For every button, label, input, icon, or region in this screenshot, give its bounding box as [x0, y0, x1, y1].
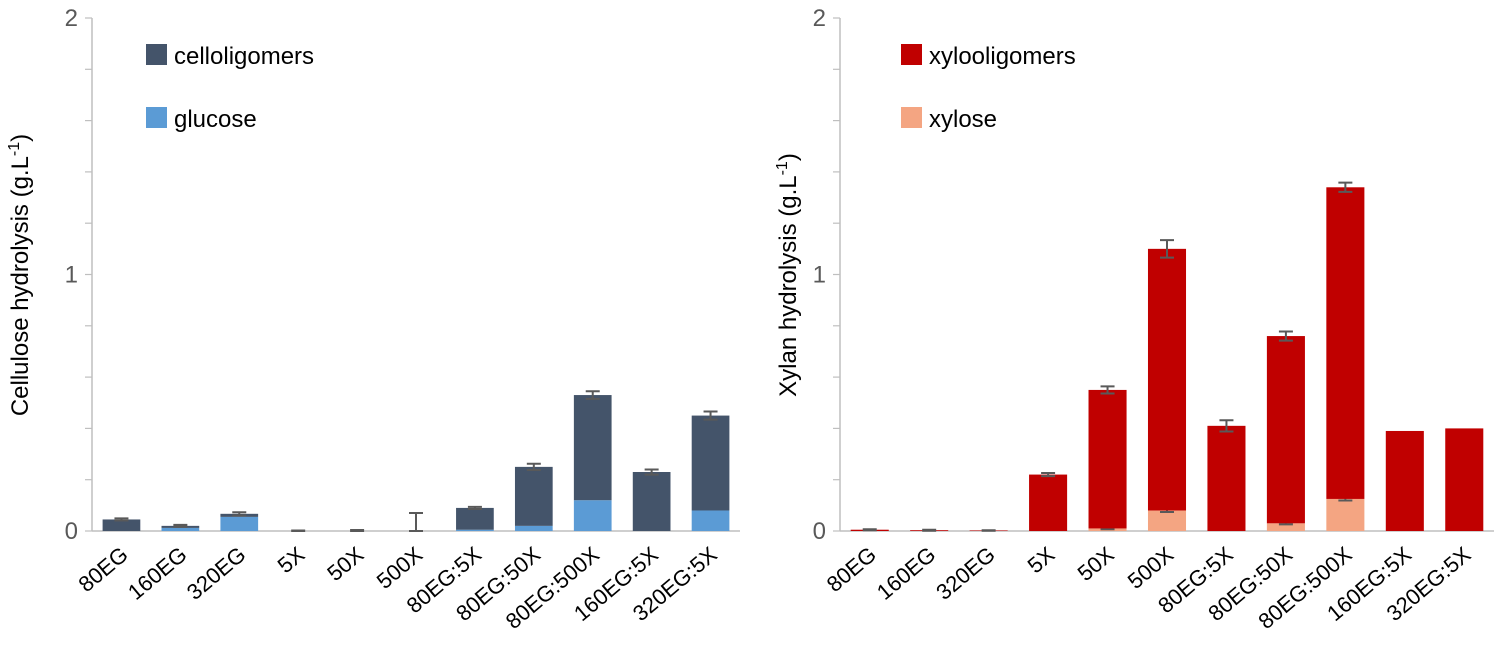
xylan-error-bar	[1219, 419, 1234, 433]
xylan-bar-xylose	[1266, 523, 1305, 531]
xylan-error-bar	[1041, 472, 1056, 478]
cellulose-bar-celloligomers	[102, 519, 141, 531]
cellulose-bar-celloligomers	[691, 415, 730, 511]
cellulose-error-bar	[467, 505, 482, 510]
cellulose-y-axis-label: Cellulose hydrolysis (g.L-1)	[6, 134, 34, 416]
cellulose-bar-glucose	[456, 529, 494, 531]
xylan-error-bar	[1278, 330, 1293, 342]
cellulose-error-bar	[585, 390, 600, 400]
cellulose-error-bar	[644, 468, 659, 476]
cellulose-bar-glucose	[514, 525, 553, 531]
xylan-error-bar	[922, 528, 937, 532]
xylan-y-axis-label: Xylan hydrolysis (g.L-1)	[774, 153, 802, 397]
xylan-error-bar	[862, 528, 877, 532]
xylan-x-tick-label: 160EG	[872, 542, 941, 605]
cellulose-bar-glucose	[573, 500, 612, 531]
xylan-chart: 0 1 2 Xylan hydrolysis (g.L-1) 80EG160EG320E…	[774, 5, 1494, 634]
xylan-x-tick-label: 320EG	[931, 542, 1000, 605]
xylan-bar-xylose	[1147, 510, 1187, 531]
cellulose-error-bar	[350, 528, 365, 532]
xylan-error-bar	[1160, 239, 1174, 259]
xylan-bar-xylooligomers	[1207, 425, 1246, 531]
xylan-bar-xylooligomers	[1088, 389, 1127, 529]
xylan-y-tick-label: 1	[813, 262, 826, 289]
cellulose-legend-swatch-celloligomers	[146, 44, 167, 65]
xylan-legend-label-xylose: xylose	[929, 106, 997, 133]
cellulose-legend-swatch-glucose	[146, 107, 167, 128]
cellulose-bar-celloligomers	[456, 507, 494, 530]
cellulose-x-tick-label: 80EG	[73, 542, 132, 597]
xylan-error-bar	[1338, 181, 1353, 193]
xylan-bar-xylooligomers	[1445, 428, 1484, 531]
xylan-bar-xylooligomers	[1385, 430, 1424, 531]
cellulose-error-bar	[409, 512, 423, 532]
xylan-y-tick-label: 0	[813, 518, 826, 545]
cellulose-bar-celloligomers	[514, 466, 553, 526]
cellulose-error-bar	[526, 462, 541, 471]
xylan-error-bar	[1100, 385, 1115, 395]
cellulose-bar-celloligomers	[573, 395, 612, 501]
cellulose-error-bar	[232, 511, 247, 517]
cellulose-chart: 0 1 2 Cellulose hydrolysis (g.L-1) 80EG160EG…	[6, 5, 740, 634]
cellulose-y-tick-label: 0	[65, 518, 78, 545]
xylan-legend-swatch-xylose	[901, 107, 922, 128]
cellulose-x-tick-label: 160EG	[123, 542, 192, 605]
xylan-bar-xylooligomers	[1266, 336, 1305, 524]
cellulose-y-tick-label: 2	[65, 5, 78, 32]
xylan-y-tick-label: 2	[813, 5, 826, 32]
cellulose-bar-glucose	[161, 527, 200, 531]
xylan-legend-swatch-xylooligomers	[901, 44, 922, 65]
cellulose-error-bar	[114, 517, 129, 522]
cellulose-x-tick-label: 5X	[273, 541, 310, 578]
cellulose-error-bar	[291, 529, 306, 532]
cellulose-x-tick-label: 50X	[322, 541, 368, 586]
xylan-bar-xylooligomers	[1147, 248, 1187, 511]
xylan-error-bar	[981, 529, 996, 532]
cellulose-legend-label-celloligomers: celloligomers	[174, 43, 314, 70]
cellulose-y-tick-label: 1	[65, 262, 78, 289]
xylan-x-tick-label: 5X	[1023, 541, 1060, 578]
cellulose-error-bar	[703, 410, 718, 421]
xylan-x-tick-label: 80EG	[822, 542, 881, 597]
xylan-legend-label-xylooligomers: xylooligomers	[929, 43, 1076, 70]
cellulose-bar-celloligomers	[632, 472, 671, 531]
xylan-bar-xylose	[1326, 498, 1365, 531]
cellulose-bar-glucose	[220, 516, 259, 531]
xylan-bar-xylooligomers	[1029, 474, 1068, 531]
xylan-x-tick-label: 50X	[1073, 541, 1119, 586]
cellulose-x-tick-label: 320EG	[182, 542, 251, 605]
xylan-bar-xylooligomers	[1326, 187, 1365, 499]
cellulose-bar-glucose	[691, 510, 730, 531]
cellulose-legend-label-glucose: glucose	[174, 106, 257, 133]
cellulose-error-bar	[173, 523, 188, 528]
